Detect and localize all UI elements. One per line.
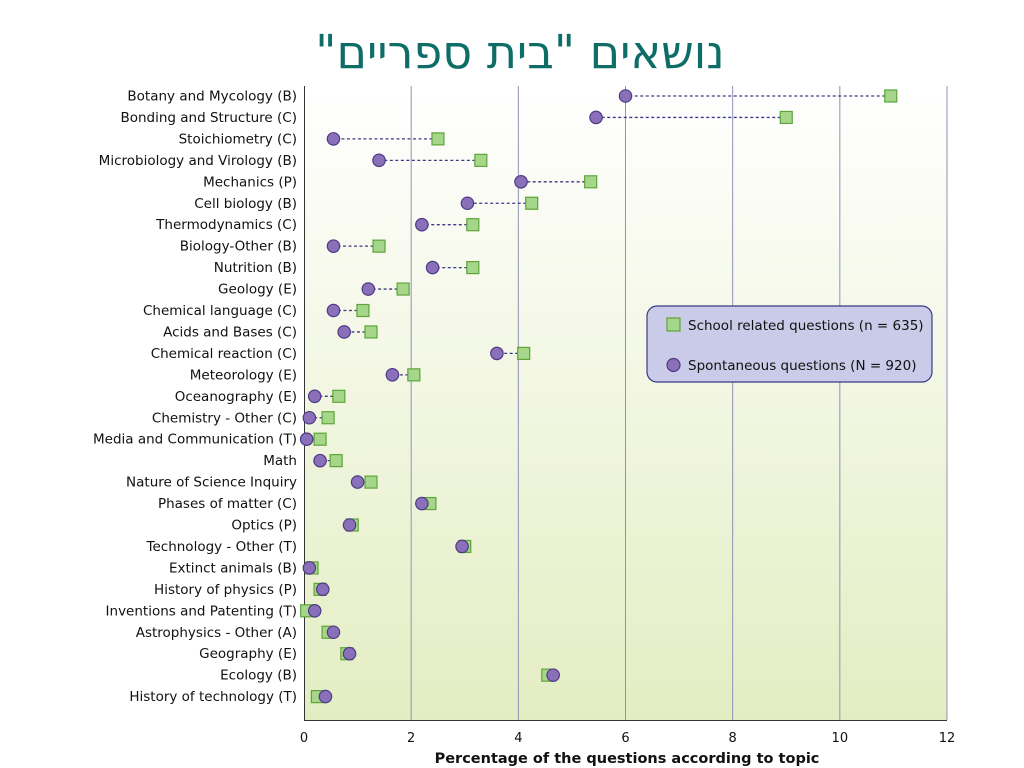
category-label: Thermodynamics (C) (155, 217, 297, 233)
legend: School related questions (n = 635) Spont… (646, 305, 933, 383)
spontaneous-point (514, 175, 528, 189)
spontaneous-point (361, 282, 376, 296)
category-label: Extinct animals (B) (169, 560, 297, 576)
slide-title: נושאים "בית ספריים" (315, 25, 725, 79)
school-point (474, 153, 488, 167)
school-point (396, 282, 410, 296)
category-label: History of technology (T) (129, 689, 297, 705)
x-tick-label: 6 (621, 731, 629, 746)
spontaneous-point (415, 496, 429, 511)
category-label: Acids and Bases (C) (163, 324, 297, 340)
school-point (407, 368, 421, 382)
x-tick-labels: 0 2 4 6 8 10 12 (300, 731, 955, 746)
category-label: Bonding and Structure (C) (120, 110, 297, 126)
legend-box (646, 305, 933, 383)
category-label: Nutrition (B) (214, 260, 297, 276)
school-point (313, 432, 327, 446)
spontaneous-point (546, 668, 560, 682)
spontaneous-point (337, 325, 351, 339)
category-label: Geology (E) (218, 282, 297, 298)
spontaneous-point (326, 303, 341, 318)
category-label: Stoichiometry (C) (179, 131, 297, 147)
category-label: Chemical reaction (C) (151, 346, 297, 362)
spontaneous-point (372, 153, 386, 168)
category-label: Nature of Science Inquiry (126, 475, 297, 491)
school-point (332, 389, 346, 403)
school-point (431, 132, 445, 146)
spontaneous-point (307, 603, 322, 618)
school-point (356, 303, 370, 318)
spontaneous-point (350, 475, 365, 489)
spontaneous-point (385, 368, 400, 382)
spontaneous-point (490, 346, 504, 361)
spontaneous-point (299, 432, 314, 446)
grid-lines (410, 86, 948, 720)
school-point (372, 239, 386, 253)
category-label: History of physics (P) (154, 582, 297, 598)
school-point (364, 475, 378, 489)
category-label: Geography (E) (199, 646, 297, 662)
spontaneous-point (326, 625, 341, 640)
category-label: Media and Communication (T) (93, 432, 297, 448)
category-label: Optics (P) (231, 518, 297, 534)
category-label: Ecology (B) (220, 668, 297, 684)
category-label: Microbiology and Virology (B) (99, 153, 297, 169)
school-point (466, 218, 480, 232)
school-point (517, 346, 531, 360)
legend-spontaneous-label: Spontaneous questions (N = 920) (688, 358, 916, 374)
category-label: Inventions and Patenting (T) (106, 603, 297, 619)
category-label: Math (263, 453, 297, 469)
category-label: Technology - Other (T) (146, 539, 297, 555)
x-tick-label: 4 (514, 731, 522, 746)
category-labels: Botany and Mycology (B) Bonding and Struc… (93, 89, 297, 706)
spontaneous-point (460, 196, 475, 211)
spontaneous-point (455, 539, 469, 554)
category-label: Mechanics (P) (203, 174, 297, 190)
x-tick-label: 8 (729, 731, 737, 746)
spontaneous-point (326, 239, 341, 253)
spontaneous-point (415, 217, 429, 232)
x-tick-label: 10 (832, 731, 849, 746)
x-tick-label: 2 (407, 731, 415, 746)
spontaneous-point (313, 453, 327, 468)
spontaneous-point (618, 89, 633, 103)
category-label: Biology-Other (B) (180, 239, 297, 255)
spontaneous-series (299, 89, 633, 704)
legend-spontaneous-marker (666, 357, 681, 373)
x-tick-label: 0 (300, 731, 308, 746)
spontaneous-point (318, 689, 333, 704)
legend-school-label: School related questions (n = 635) (688, 318, 924, 334)
category-label: Chemical language (C) (143, 303, 297, 319)
school-point (329, 454, 343, 468)
category-label: Chemistry - Other (C) (152, 410, 297, 426)
spontaneous-point (589, 110, 603, 125)
school-point (321, 411, 335, 425)
category-label: Botany and Mycology (B) (127, 89, 297, 105)
school-point (779, 110, 793, 125)
spontaneous-point (326, 132, 341, 146)
school-point (525, 196, 539, 210)
category-label: Oceanography (E) (175, 389, 297, 405)
spontaneous-point (342, 518, 357, 532)
x-axis-label: Percentage of the questions according to… (435, 751, 820, 767)
spontaneous-point (302, 561, 317, 575)
spontaneous-point (302, 410, 317, 425)
school-point (584, 175, 598, 189)
spontaneous-point (307, 389, 322, 404)
category-label: Phases of matter (C) (158, 496, 297, 512)
spontaneous-point (425, 260, 440, 275)
school-point (466, 261, 480, 275)
category-label: Astrophysics - Other (A) (136, 625, 297, 641)
legend-school-marker (666, 317, 681, 332)
school-point (884, 89, 898, 103)
spontaneous-point (315, 582, 330, 597)
category-label: Cell biology (B) (194, 196, 297, 212)
school-point (364, 325, 378, 339)
category-label: Meteorology (E) (190, 367, 297, 383)
spontaneous-point (342, 646, 357, 661)
x-tick-label: 12 (939, 731, 956, 746)
